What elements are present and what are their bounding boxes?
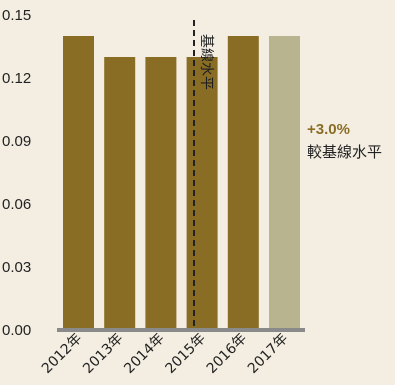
- annotation-text: 較基線水平: [307, 143, 382, 161]
- bar-5: [227, 36, 259, 330]
- y-tick-label: 0.12: [2, 70, 31, 87]
- annotation-value: +3.0%: [307, 121, 350, 138]
- y-tick-label: 0.03: [2, 259, 31, 276]
- y-tick-labels: 0.00 0.03 0.06 0.09 0.12 0.15: [2, 7, 31, 339]
- bar-6: [269, 36, 300, 330]
- y-tick-label: 0.00: [2, 322, 31, 339]
- x-tick-label: 2012年: [39, 331, 85, 377]
- y-tick-label: 0.15: [2, 7, 31, 24]
- bar-1: [63, 36, 94, 330]
- baseline-marker: 基線水平: [193, 20, 215, 330]
- bar-3: [145, 57, 177, 330]
- bars: [63, 36, 300, 330]
- x-tick-label: 2014年: [121, 331, 167, 377]
- bar-4: [186, 57, 218, 330]
- y-tick-label: 0.06: [2, 196, 31, 213]
- x-tick-label: 2013年: [80, 331, 126, 377]
- change-annotation: +3.0% 較基線水平: [307, 121, 382, 161]
- baseline-label: 基線水平: [198, 34, 215, 90]
- y-tick-label: 0.09: [2, 133, 31, 150]
- x-tick-label: 2015年: [163, 331, 209, 377]
- x-tick-label: 2016年: [204, 331, 250, 377]
- bar-2: [104, 57, 136, 330]
- x-tick-label: 2017年: [245, 331, 291, 377]
